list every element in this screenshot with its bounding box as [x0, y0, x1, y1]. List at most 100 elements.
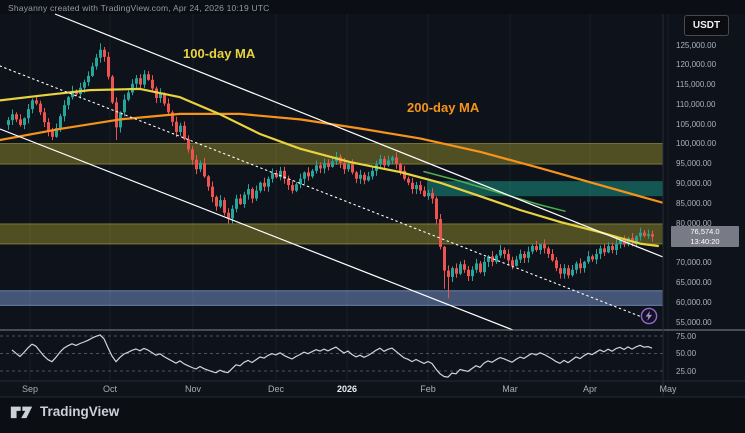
- candle-body: [223, 200, 226, 213]
- quote-currency-button[interactable]: USDT: [684, 15, 729, 36]
- candle-body: [603, 248, 606, 253]
- candle-body: [199, 162, 202, 170]
- price-tick: 80,000.00: [676, 218, 712, 228]
- candle-body: [631, 238, 634, 243]
- candle-body: [599, 248, 602, 254]
- attribution-text: Shayanny created with TradingView.com, A…: [8, 3, 270, 13]
- candle-body: [615, 243, 618, 250]
- candle-body: [451, 268, 454, 277]
- price-tick: 90,000.00: [676, 179, 712, 188]
- candle-body: [51, 131, 54, 137]
- time-tick-sep: Sep: [21, 384, 39, 394]
- candle-body: [207, 176, 210, 187]
- candle-body: [395, 157, 398, 164]
- candle-body: [639, 232, 642, 237]
- candle-body: [415, 185, 418, 190]
- candle-body: [419, 185, 422, 191]
- candle-body: [251, 189, 254, 199]
- candle-body: [19, 119, 22, 125]
- candle-body: [607, 246, 610, 253]
- time-tick-mar: Mar: [502, 384, 518, 394]
- candle-body: [619, 240, 622, 244]
- candle-body: [351, 164, 354, 173]
- candle-body: [127, 92, 130, 100]
- time-tick-may: May: [659, 384, 677, 394]
- candle-body: [147, 74, 150, 80]
- candle-body: [435, 198, 438, 220]
- time-tick-apr: Apr: [582, 384, 598, 394]
- candle-body: [371, 170, 374, 177]
- candle-body: [355, 172, 358, 179]
- candle-body: [543, 244, 546, 249]
- candle-body: [455, 268, 458, 274]
- candle-body: [327, 162, 330, 167]
- candle-body: [623, 240, 626, 245]
- candle-body: [571, 269, 574, 276]
- candle-body: [195, 159, 198, 170]
- candle-body: [271, 173, 274, 179]
- candle-body: [591, 256, 594, 260]
- candle-body: [83, 82, 86, 88]
- candle-body: [519, 253, 522, 260]
- candle-body: [359, 174, 362, 179]
- price-tick: 110,000.00: [676, 99, 716, 109]
- zone-support-59k-63k: [0, 290, 663, 306]
- candle-body: [403, 170, 406, 179]
- candle-body: [563, 268, 566, 274]
- candle-body: [287, 178, 290, 186]
- candle-body: [87, 75, 90, 83]
- candle-body: [583, 261, 586, 269]
- price-tick: 125,000.00: [676, 40, 717, 50]
- candle-body: [7, 120, 10, 125]
- candle-body: [531, 246, 534, 252]
- candle-body: [443, 246, 446, 271]
- candle-body: [479, 263, 482, 273]
- candle-body: [215, 196, 218, 207]
- candle-body: [175, 121, 178, 133]
- lightning-icon[interactable]: [640, 307, 658, 325]
- candle-body: [295, 184, 298, 191]
- price-zones-layer: [0, 143, 663, 306]
- candle-body: [379, 158, 382, 165]
- candle-body: [239, 198, 242, 205]
- candle-body: [107, 56, 110, 77]
- candle-body: [67, 97, 70, 106]
- candle-body: [511, 260, 514, 266]
- ma100-line: [0, 87, 660, 248]
- candle-body: [495, 255, 498, 262]
- price-tick: 115,000.00: [676, 80, 716, 90]
- last-price-label: 76,574.0 13:40:20: [671, 226, 739, 247]
- rsi-tick: 75.00: [676, 331, 697, 341]
- candle-body: [467, 269, 470, 277]
- candle-body: [39, 103, 42, 113]
- candle-body: [635, 236, 638, 243]
- candle-body: [523, 253, 526, 258]
- zone-resistance-75k-80k: [0, 223, 663, 245]
- candle-body: [647, 234, 650, 236]
- time-tick-dec: Dec: [267, 384, 285, 394]
- candle-body: [539, 244, 542, 250]
- candle-body: [55, 128, 58, 137]
- candle-body: [115, 102, 118, 128]
- candle-body: [575, 263, 578, 270]
- candle-body: [283, 170, 286, 179]
- candle-body: [243, 194, 246, 205]
- candle-body: [491, 256, 494, 262]
- ma200-label: 200-day MA: [407, 100, 480, 115]
- candle-body: [95, 57, 98, 67]
- candle-body: [487, 256, 490, 262]
- candle-body: [135, 78, 138, 84]
- trendline-channel-bottom: [0, 128, 514, 331]
- candle-body: [411, 182, 414, 190]
- candle-body: [363, 174, 366, 181]
- candle-body: [91, 66, 94, 76]
- rsi-pane: [0, 334, 663, 378]
- tradingview-logo-text: TradingView: [40, 404, 120, 419]
- candle-body: [579, 263, 582, 269]
- price-tick: 85,000.00: [676, 198, 712, 208]
- candle-body: [499, 249, 502, 256]
- time-tick-2026: 2026: [336, 384, 358, 394]
- candle-body: [507, 253, 510, 261]
- candle-body: [447, 270, 450, 277]
